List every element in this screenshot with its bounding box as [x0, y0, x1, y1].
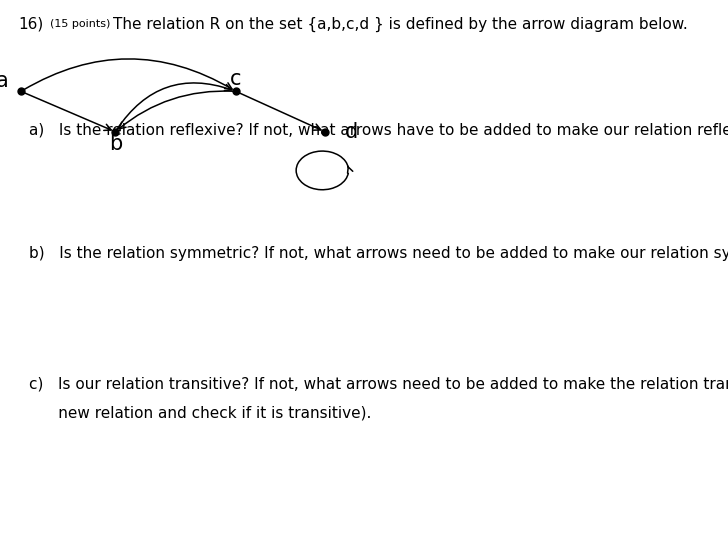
Text: c: c — [230, 69, 242, 89]
Text: d: d — [344, 122, 358, 142]
Text: a: a — [0, 71, 9, 91]
Text: new relation and check if it is transitive).: new relation and check if it is transiti… — [29, 405, 371, 420]
Text: The relation R on the set {a,b,c,d } is defined by the arrow diagram below.: The relation R on the set {a,b,c,d } is … — [113, 16, 687, 32]
Text: 16): 16) — [18, 16, 44, 32]
Text: b: b — [108, 134, 122, 154]
Text: a)   Is the relation reflexive? If not, what arrows have to be added to make our: a) Is the relation reflexive? If not, wh… — [29, 122, 728, 137]
Text: b)   Is the relation symmetric? If not, what arrows need to be added to make our: b) Is the relation symmetric? If not, wh… — [29, 246, 728, 261]
Text: (15 points): (15 points) — [50, 19, 110, 29]
Text: c)   Is our relation transitive? If not, what arrows need to be added to make th: c) Is our relation transitive? If not, w… — [29, 377, 728, 393]
